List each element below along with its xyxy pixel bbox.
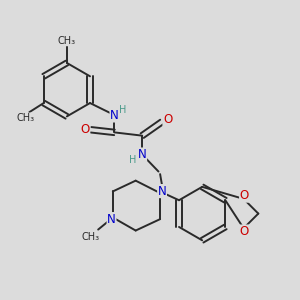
Text: H: H — [119, 105, 126, 115]
Text: H: H — [129, 155, 137, 165]
Text: N: N — [158, 184, 167, 198]
Text: O: O — [163, 113, 172, 126]
Text: O: O — [240, 189, 249, 202]
Text: CH₃: CH₃ — [16, 113, 34, 123]
Text: O: O — [240, 225, 249, 238]
Text: N: N — [138, 148, 147, 161]
Text: CH₃: CH₃ — [82, 232, 100, 242]
Text: N: N — [107, 213, 116, 226]
Text: O: O — [80, 123, 90, 136]
Text: N: N — [110, 109, 119, 122]
Text: CH₃: CH₃ — [58, 36, 76, 46]
